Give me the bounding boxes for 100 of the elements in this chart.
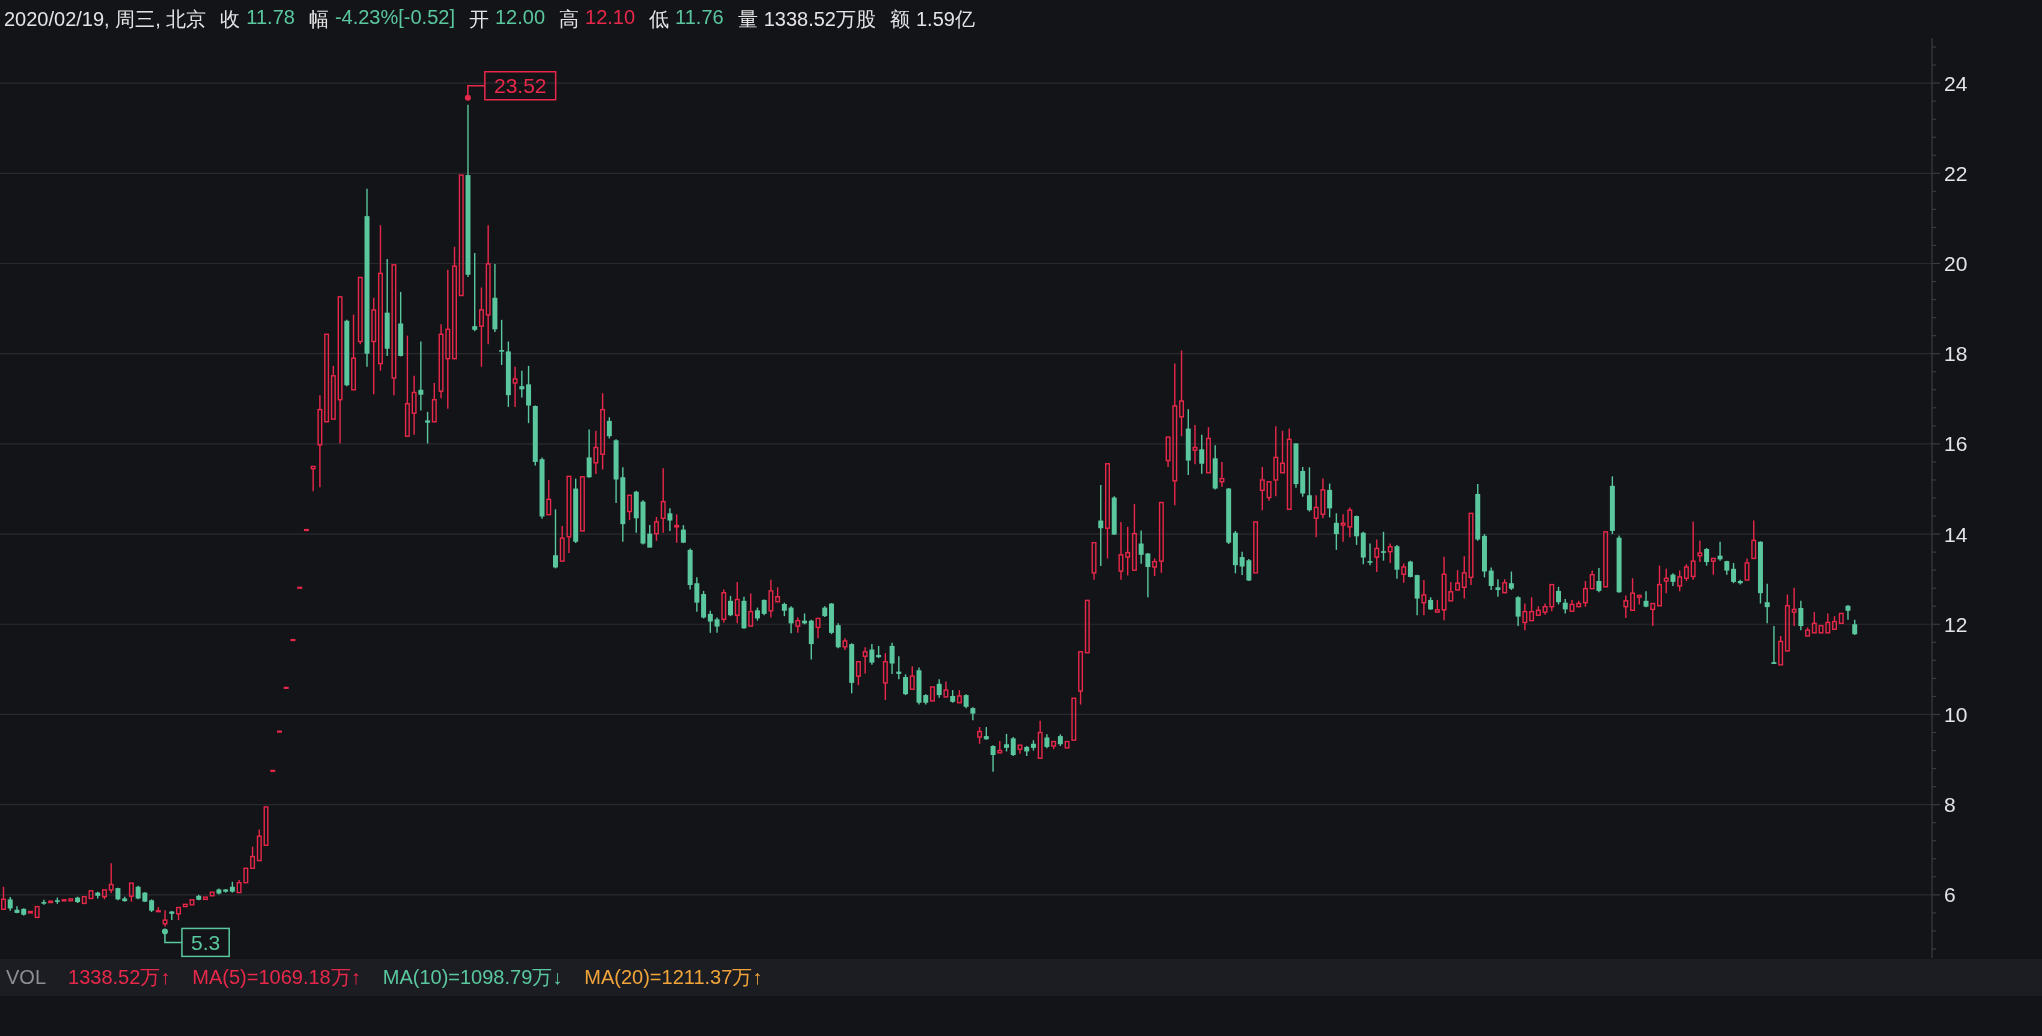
text: 额 1.59亿	[889, 6, 975, 32]
text: MA(20)=1211.37万↑	[584, 965, 763, 990]
candlestick	[1461, 555, 1467, 600]
candlestick	[418, 340, 424, 412]
candlestick	[371, 297, 377, 395]
y-tick-label: 22	[1944, 161, 1968, 185]
candlestick	[425, 411, 431, 445]
candlestick	[377, 224, 383, 372]
candlestick	[81, 895, 87, 905]
candlestick	[411, 375, 417, 436]
candlestick	[667, 507, 673, 532]
candlestick	[1118, 521, 1124, 581]
candlestick	[277, 730, 282, 733]
candlestick	[1596, 567, 1602, 593]
candlestick	[546, 479, 552, 516]
candlestick	[458, 174, 464, 297]
candlestick	[1657, 564, 1662, 607]
candlestick	[1333, 512, 1339, 551]
candlestick	[209, 891, 215, 897]
candlestick	[1306, 466, 1312, 513]
candlestick	[882, 652, 888, 701]
y-tick-label: 24	[1944, 71, 1968, 95]
candlestick	[748, 592, 754, 627]
candlestick	[1744, 557, 1750, 581]
candlestick	[1508, 570, 1514, 591]
candlestick	[108, 862, 114, 894]
candlestick	[1603, 531, 1609, 588]
candlestick	[1084, 599, 1090, 654]
candlestick	[1064, 740, 1070, 749]
candlestick	[297, 586, 303, 589]
y-tick-label: 6	[1944, 883, 1956, 907]
candlestick	[1273, 425, 1279, 497]
candlestick	[27, 910, 33, 914]
text: 低 11.76	[649, 5, 724, 32]
candlestick	[734, 581, 740, 625]
candlestick	[1663, 568, 1669, 594]
candlestick	[452, 246, 458, 360]
candlestick	[1280, 430, 1285, 474]
candlestick	[1764, 582, 1770, 625]
candlestick	[862, 646, 868, 675]
candlestick	[1845, 604, 1851, 621]
candlestick	[1354, 514, 1360, 546]
candlestick	[88, 890, 94, 900]
text: 量 1338.52万股	[737, 6, 876, 32]
candlestick	[485, 224, 491, 345]
text: 开 12.00	[468, 5, 546, 32]
candlestick	[808, 619, 814, 661]
candlestick	[1589, 569, 1595, 590]
candlestick	[1690, 520, 1696, 581]
candlestick	[1125, 526, 1131, 577]
candlestick	[768, 578, 774, 619]
candlestick	[1105, 463, 1110, 560]
candlestick	[903, 673, 909, 696]
candlestick	[1300, 466, 1306, 498]
candlestick	[701, 590, 707, 620]
candlestick	[1394, 544, 1400, 580]
candlestick	[1381, 531, 1386, 562]
candlestick	[1374, 538, 1380, 573]
candlestick	[404, 334, 410, 437]
candlestick	[283, 686, 289, 689]
candlestick	[1010, 736, 1016, 757]
candlestick	[1037, 720, 1043, 759]
text: MA(10)=1098.79万↓	[382, 965, 563, 990]
text: 1338.52万↑	[68, 965, 171, 990]
candlestick	[889, 642, 895, 675]
text: 高 12.10	[559, 5, 636, 32]
candlestick	[1091, 541, 1097, 581]
candlestick	[1131, 503, 1137, 571]
candlestick	[478, 286, 484, 368]
y-tick-label: 10	[1944, 703, 1968, 727]
candlestick	[896, 655, 902, 680]
candlestick	[519, 370, 525, 399]
candlestick	[929, 686, 935, 702]
y-tick-label: 8	[1944, 793, 1956, 817]
candlestick	[606, 416, 612, 440]
candlestick	[566, 475, 572, 554]
candlestick	[270, 769, 276, 772]
candlestick	[1266, 481, 1272, 502]
candlestick	[1751, 519, 1757, 560]
y-tick-label: 12	[1944, 612, 1968, 636]
candlestick	[48, 900, 54, 904]
candlestick	[674, 513, 680, 544]
candlestick	[795, 616, 801, 634]
candlestick	[303, 528, 309, 532]
chart-title: 2020/02/19, 周三, 北京	[4, 6, 207, 32]
text: 幅 -4.23%[-0.52]	[308, 5, 455, 32]
y-tick-label: 16	[1944, 432, 1968, 456]
candlestick	[526, 365, 532, 424]
candlestick	[1414, 573, 1420, 616]
candlestick	[660, 467, 666, 534]
candlestick	[1643, 590, 1649, 608]
candlestick	[391, 264, 397, 396]
candlestick	[1199, 434, 1205, 475]
candlestick	[290, 638, 296, 642]
candlestick	[842, 637, 848, 651]
candlestick	[1098, 484, 1104, 567]
candlestick	[835, 622, 841, 649]
annotation: 5.3	[190, 930, 221, 954]
candlestick	[600, 392, 606, 471]
candlestick	[337, 296, 343, 445]
